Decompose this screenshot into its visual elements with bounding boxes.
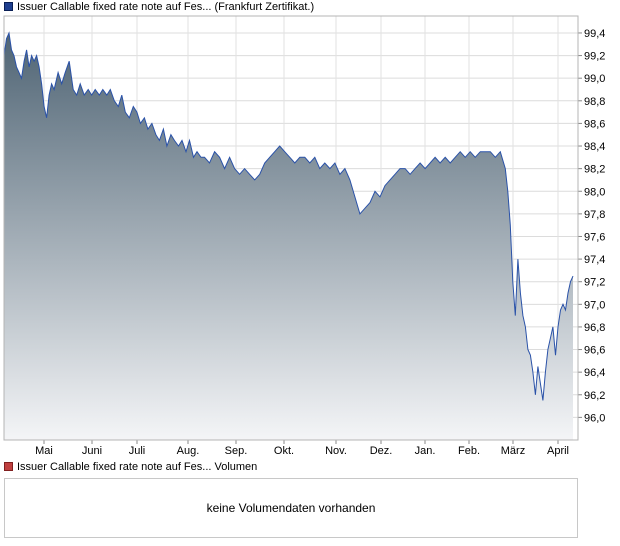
- y-tick-label: 96,8: [584, 322, 605, 334]
- x-tick-label: Juni: [82, 445, 102, 457]
- x-tick-label: Aug.: [177, 445, 200, 457]
- x-tick-label: Sep.: [225, 445, 248, 457]
- price-area: [4, 33, 573, 440]
- x-tick-label: Juli: [129, 445, 146, 457]
- y-tick-label: 96,6: [584, 345, 605, 357]
- price-line: [3, 31, 574, 401]
- y-tick-label: 98,6: [584, 118, 605, 130]
- plot-frame: [3, 15, 579, 441]
- y-tick-label: 98,8: [584, 96, 605, 108]
- y-tick-label: 97,4: [584, 254, 605, 266]
- y-tick-label: 97,2: [584, 277, 605, 289]
- y-tick-label: 97,0: [584, 299, 605, 311]
- x-tick-label: Dez.: [370, 445, 393, 457]
- volume-series-swatch: [4, 461, 13, 471]
- y-tick-label: 99,2: [584, 51, 605, 63]
- x-tick-label: Feb.: [458, 445, 480, 457]
- x-tick-label: Nov.: [325, 445, 347, 457]
- y-tick-label: 99,0: [584, 73, 605, 85]
- volume-legend-label: Issuer Callable fixed rate note auf Fes.…: [17, 461, 258, 473]
- volume-empty-message: keine Volumendaten vorhanden: [206, 501, 376, 515]
- x-tick-label: Mai: [35, 445, 53, 457]
- x-tick-label: April: [547, 445, 569, 457]
- y-tick-label: 98,2: [584, 164, 605, 176]
- y-tick-label: 96,4: [584, 367, 605, 379]
- x-tick-label: Jan.: [415, 445, 436, 457]
- volume-legend: Issuer Callable fixed rate note auf Fes.…: [4, 460, 257, 474]
- y-tick-label: 97,8: [584, 209, 605, 221]
- price-series-swatch: [4, 1, 13, 11]
- y-tick-label: 97,6: [584, 231, 605, 243]
- x-tick-label: Okt.: [274, 445, 294, 457]
- y-tick-label: 96,2: [584, 390, 605, 402]
- y-tick-label: 98,4: [584, 141, 605, 153]
- x-tick-label: März: [501, 445, 525, 457]
- price-legend: Issuer Callable fixed rate note auf Fes.…: [4, 0, 314, 14]
- y-tick-label: 99,4: [584, 28, 605, 40]
- volume-panel: keine Volumendaten vorhanden: [4, 478, 578, 538]
- y-tick-label: 98,0: [584, 186, 605, 198]
- y-tick-label: 96,0: [584, 412, 605, 424]
- price-chart: 99,4 99,2 99,0 98,8 98,6 98,4 98,2 98,0 97,8 97,6…: [3, 15, 605, 457]
- price-legend-label: Issuer Callable fixed rate note auf Fes.…: [17, 1, 315, 13]
